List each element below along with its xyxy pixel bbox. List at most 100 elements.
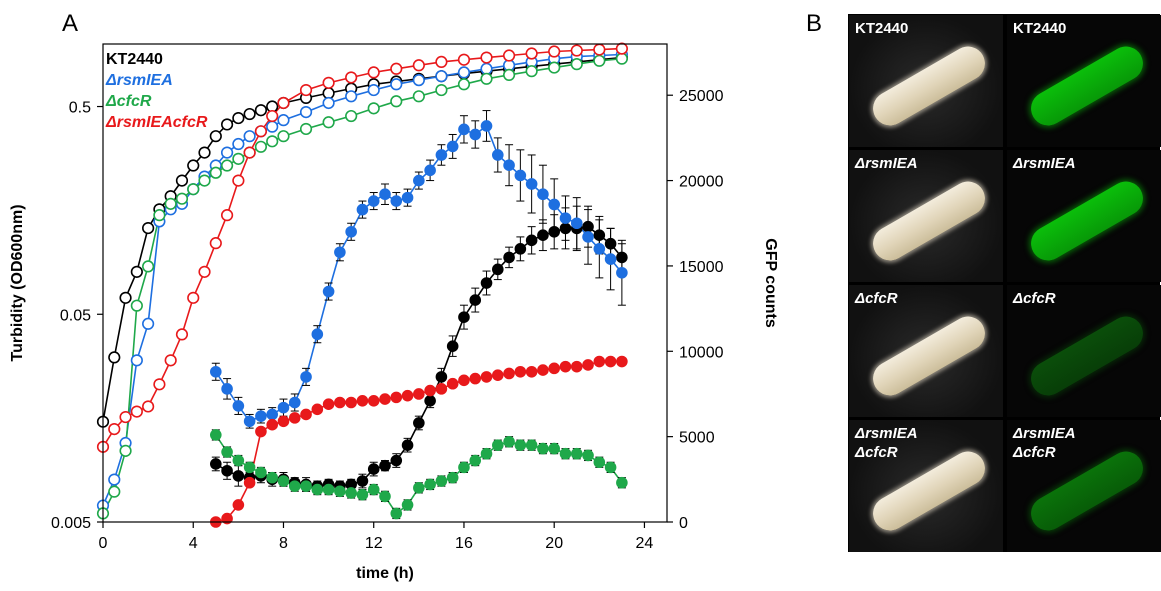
data-point [390,62,403,75]
y2-tick-label: 20000 [679,174,724,191]
data-point [593,43,606,56]
data-point [502,49,516,62]
x-tick-label: 20 [545,535,563,552]
data-point [232,111,245,125]
data-point [615,42,628,55]
data-point [469,294,482,306]
y2-tick-label: 0 [679,515,688,532]
data-point [175,192,189,205]
data-point [458,123,470,136]
data-point [503,159,515,172]
data-point [209,130,222,143]
data-point [164,354,177,367]
data-point [300,480,312,492]
legend-entry: ΔrsmIEA [105,72,173,89]
data-point [142,317,155,330]
data-point [424,384,436,397]
data-point [525,47,538,60]
legend-entry: KT2440 [106,51,163,68]
data-point [266,120,279,133]
data-point [322,398,335,411]
data-point [435,371,448,383]
panel-a-letter: A [62,10,79,37]
colony-streak [866,40,992,132]
data-point [209,166,222,179]
data-point [503,435,515,448]
data-point [480,72,493,85]
data-point [480,447,493,460]
data-point [254,104,268,117]
x-axis-label: time (h) [356,565,414,582]
y2-tick-label: 15000 [679,259,724,276]
data-point [356,203,369,216]
data-point [537,188,549,201]
data-point [367,102,380,115]
data-point [232,152,245,165]
series-line [215,225,623,487]
data-point [435,383,448,395]
data-point [187,159,200,172]
colony-label: ΔcfcR [855,290,898,307]
data-point [570,44,583,57]
data-point [548,225,561,238]
data-point [322,87,335,100]
data-point [210,365,222,378]
data-point [209,237,222,250]
data-point [514,169,527,182]
data-point [570,58,583,71]
data-point [243,461,256,474]
series-line [215,360,622,523]
data-point [300,371,312,383]
data-point [593,243,606,255]
data-point [537,229,549,241]
colony-label: KT2440 [1013,20,1067,37]
data-point [379,459,391,472]
data-point [525,178,538,190]
data-point [548,61,561,74]
data-point [299,83,313,97]
data-point [503,251,515,264]
data-point [299,106,313,119]
data-point [243,476,256,489]
data-point [390,454,403,467]
data-point [356,475,369,487]
data-point [469,372,482,385]
data-point [254,140,268,153]
data-point [593,456,606,469]
data-point [345,396,357,409]
colony-brightfield-image: ΔcfcR [849,285,1003,417]
data-point [266,408,279,421]
data-point [277,130,290,143]
data-point [108,473,121,486]
data-point [198,146,211,159]
colony-gfp-image: KT2440 [1007,15,1161,147]
data-point [255,425,267,438]
data-point [492,439,504,451]
data-point [367,66,380,79]
data-point [458,374,470,387]
data-point [525,439,538,451]
data-point [458,461,470,474]
x-tick-label: 12 [365,535,383,552]
data-point [616,266,628,279]
colony-brightfield-image: ΔrsmIEA [849,150,1003,282]
series-line [215,124,623,423]
data-point [119,444,132,457]
plot-frame [102,43,668,523]
data-point [221,446,233,458]
data-point [457,66,471,79]
data-point [593,54,606,67]
data-point [345,225,357,238]
data-point [435,475,448,487]
data-point [413,174,425,187]
data-point [412,59,425,72]
colony-image-grid: KT2440 KT2440 ΔrsmIEA ΔrsmIEA ΔcfcR ΔcfcR Δrsm… [848,14,1161,552]
legend: KT2440 ΔrsmIEA ΔcfcR ΔrsmIEAcfcR [105,51,208,131]
data-point [367,483,380,496]
data-point [220,159,234,172]
data-point [198,174,211,187]
data-point [288,396,301,409]
data-point [142,260,155,273]
data-point [277,96,290,110]
y-tick-label: 0.5 [69,100,91,117]
